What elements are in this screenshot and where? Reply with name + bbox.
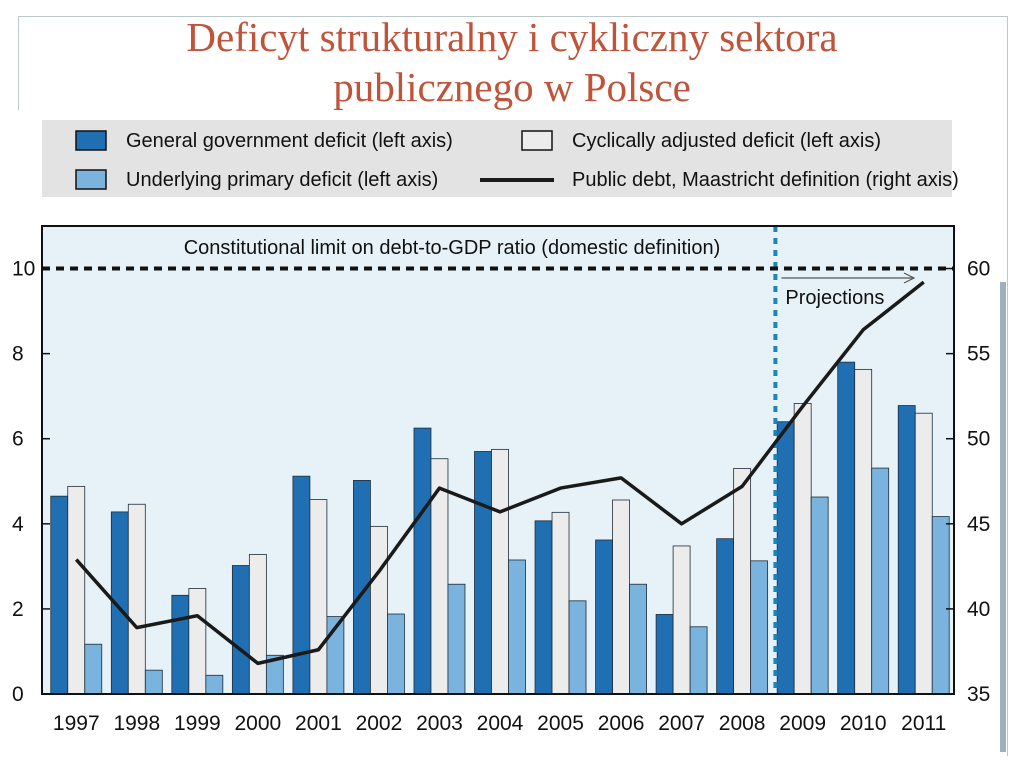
bar-s1-1998 (127, 503, 146, 695)
plot-frame (41, 225, 955, 695)
bar-s1-2009 (793, 403, 812, 695)
x-tick-label-2008: 2008 (719, 712, 766, 735)
bar-s1-2007 (672, 545, 691, 695)
bar-s2-1999 (205, 674, 224, 695)
x-tick-label-1998: 1998 (113, 712, 160, 735)
y-left-tick-label-6: 6 (12, 428, 24, 451)
y-right-tick-label-40: 40 (967, 598, 990, 621)
bar-s1-2000 (248, 554, 267, 695)
slide-title-line-2: publicznego w Polsce (333, 64, 691, 110)
x-tick-label-2005: 2005 (537, 712, 584, 735)
bar-s0-2007 (655, 614, 674, 695)
x-tick-label-2009: 2009 (779, 712, 826, 735)
bar-s1-1999 (188, 588, 207, 695)
bar-s0-2003 (413, 427, 432, 695)
bar-s2-2011 (931, 516, 950, 695)
y-right-tick-label-55: 55 (967, 343, 990, 366)
bar-s0-1999 (171, 594, 190, 695)
x-tick-label-1997: 1997 (53, 712, 100, 735)
legend-label-0: General government deficit (left axis) (126, 130, 453, 152)
bar-s1-2005 (551, 511, 570, 695)
public-debt-line (74, 280, 925, 666)
bar-s1-2010 (854, 368, 873, 695)
bar-s0-1997 (50, 495, 69, 695)
bar-s0-2000 (231, 565, 250, 695)
bar-s2-2005 (568, 600, 587, 695)
slide-title: Deficyt strukturalny i cykliczny sektora… (40, 12, 984, 112)
bar-s2-2004 (508, 559, 526, 695)
legend-swatch-0 (75, 130, 107, 151)
bar-s2-2008 (750, 560, 769, 695)
y-left-tick-label-10: 10 (12, 258, 35, 281)
x-tick-label-2006: 2006 (598, 712, 645, 735)
x-tick-label-2004: 2004 (477, 712, 524, 735)
bar-s1-2001 (309, 499, 328, 695)
bar-s0-2001 (292, 475, 311, 695)
y-left-tick-label-2: 2 (12, 598, 24, 621)
bar-s2-1997 (84, 643, 103, 695)
bar-s2-2006 (629, 583, 647, 695)
x-tick-label-2000: 2000 (235, 712, 282, 735)
projection-label: Projections (785, 287, 884, 309)
slide-frame-top (18, 16, 1008, 17)
legend-label-2: Cyclically adjusted deficit (left axis) (572, 130, 881, 152)
y-right-tick-label-35: 35 (967, 683, 990, 706)
bar-s0-2009 (776, 421, 795, 695)
slide-frame-right (1007, 16, 1008, 756)
bar-s2-2003 (447, 583, 466, 695)
x-tick-label-2010: 2010 (840, 712, 887, 735)
slide-scroll-accent (1000, 282, 1006, 752)
bar-s0-2010 (837, 361, 856, 695)
projection-arrow-head (903, 272, 916, 284)
bar-s2-2007 (689, 626, 708, 695)
y-left-tick-label-4: 4 (12, 513, 24, 536)
x-tick-label-2007: 2007 (658, 712, 705, 735)
y-left-tick-label-0: 0 (12, 683, 24, 706)
legend-label-1: Underlying primary deficit (left axis) (126, 169, 438, 191)
y-left-tick-label-8: 8 (12, 343, 24, 366)
bar-s1-2002 (370, 525, 388, 695)
bar-s1-2011 (914, 412, 933, 695)
bar-s0-2006 (595, 539, 613, 695)
x-tick-label-2011: 2011 (901, 712, 946, 735)
bar-s0-2011 (897, 405, 916, 695)
bar-s0-2005 (534, 520, 553, 695)
legend-label-3: Public debt, Maastricht definition (righ… (572, 169, 959, 191)
bar-s1-2008 (733, 468, 752, 695)
legend-box (42, 120, 952, 197)
slide-frame-left (18, 16, 19, 110)
bar-s0-2004 (474, 451, 492, 695)
bar-s0-2008 (716, 538, 735, 695)
legend-swatch-2 (521, 130, 553, 151)
bar-s2-2002 (387, 613, 405, 695)
bar-s2-2010 (871, 467, 890, 695)
constitutional-limit-label: Constitutional limit on debt-to-GDP rati… (184, 237, 721, 259)
y-right-tick-label-50: 50 (967, 428, 990, 451)
bar-s1-2004 (491, 448, 509, 695)
y-right-tick-label-45: 45 (967, 513, 990, 536)
bar-s1-2006 (612, 499, 630, 695)
x-tick-label-2001: 2001 (295, 712, 342, 735)
bar-s2-2009 (810, 496, 829, 695)
bar-s1-1997 (67, 485, 86, 695)
x-tick-label-2002: 2002 (356, 712, 403, 735)
legend-swatch-1 (75, 169, 107, 190)
x-tick-label-2003: 2003 (416, 712, 463, 735)
x-tick-label-1999: 1999 (174, 712, 221, 735)
y-right-tick-label-60: 60 (967, 258, 990, 281)
bar-s2-1998 (144, 669, 163, 695)
slide-title-line-1: Deficyt strukturalny i cykliczny sektora (186, 14, 838, 60)
